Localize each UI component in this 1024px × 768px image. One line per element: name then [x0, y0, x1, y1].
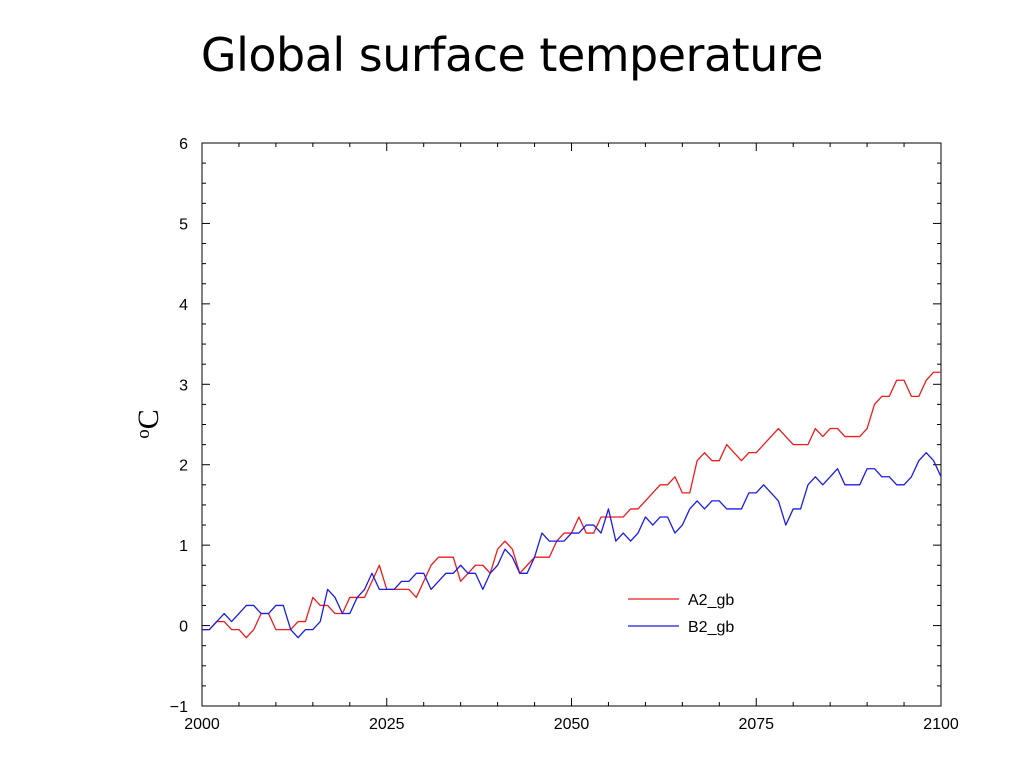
y-axis-label-superscript: o [133, 429, 154, 439]
x-tick-label: 2050 [554, 716, 590, 733]
series-lines [202, 371, 942, 639]
axis-tick-labels: 2000 2025 2050 2075 2100 −1 0 1 2 3 4 5 6 [170, 136, 959, 733]
axis-ticks [201, 142, 942, 707]
x-tick-label: 2075 [738, 716, 774, 733]
legend-label: B2_gb [688, 619, 734, 636]
legend: A2_gb B2_gb [628, 592, 734, 636]
y-tick-label: 2 [179, 458, 188, 475]
slide-title: Global surface temperature [200, 28, 824, 82]
series-line-a2-gb [202, 371, 941, 639]
plot-frame [201, 142, 942, 707]
y-axis-label-main: C [132, 409, 165, 429]
y-tick-label: 5 [179, 216, 188, 233]
x-tick-label: 2100 [923, 716, 959, 733]
legend-label: A2_gb [688, 592, 734, 609]
x-tick-label: 2025 [369, 716, 405, 733]
x-tick-label: 2000 [184, 716, 220, 733]
y-tick-label: 0 [179, 619, 188, 636]
y-tick-label: −1 [170, 699, 188, 716]
series-line-b2-gb [202, 451, 942, 639]
y-tick-label: 1 [179, 538, 188, 555]
y-axis-label: oC [132, 409, 165, 439]
y-tick-label: 4 [179, 297, 188, 314]
y-tick-label: 6 [179, 136, 188, 153]
y-tick-label: 3 [179, 377, 188, 394]
